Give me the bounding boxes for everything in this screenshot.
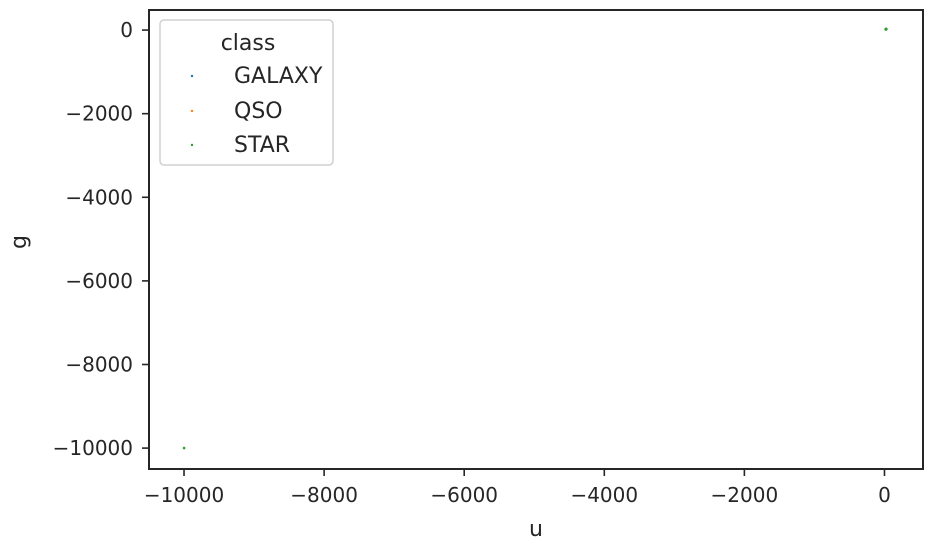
x-axis-ticks: −10000 −8000 −6000 −4000 −2000 0 bbox=[144, 469, 891, 507]
y-axis-label: g bbox=[7, 235, 32, 249]
y-tick-label: −4000 bbox=[65, 185, 133, 209]
legend-marker-qso bbox=[190, 109, 194, 113]
legend-title: class bbox=[221, 31, 276, 56]
legend-box bbox=[159, 19, 334, 166]
y-tick-label: 0 bbox=[120, 18, 133, 42]
y-tick-label: −10000 bbox=[53, 436, 133, 460]
x-tick-label: −6000 bbox=[430, 483, 498, 507]
legend-marker-galaxy bbox=[190, 74, 194, 78]
legend-marker-star bbox=[190, 143, 194, 147]
data-point-star bbox=[182, 446, 186, 450]
legend-label-star: STAR bbox=[234, 133, 290, 158]
legend-label-qso: QSO bbox=[234, 99, 283, 124]
x-tick-label: 0 bbox=[878, 483, 891, 507]
x-tick-label: −2000 bbox=[711, 483, 779, 507]
y-tick-label: −2000 bbox=[65, 102, 133, 126]
y-tick-label: −8000 bbox=[65, 352, 133, 376]
legend-label-galaxy: GALAXY bbox=[234, 64, 323, 89]
legend: class GALAXY QSO STAR bbox=[159, 19, 334, 166]
y-axis-ticks: −10000 −8000 −6000 −4000 −2000 0 bbox=[53, 18, 149, 460]
y-tick-label: −6000 bbox=[65, 269, 133, 293]
x-tick-label: −4000 bbox=[570, 483, 638, 507]
data-points bbox=[182, 27, 888, 450]
x-axis-label: u bbox=[529, 517, 543, 542]
x-tick-label: −8000 bbox=[290, 483, 358, 507]
x-tick-label: −10000 bbox=[144, 483, 224, 507]
data-point-star bbox=[884, 27, 888, 31]
